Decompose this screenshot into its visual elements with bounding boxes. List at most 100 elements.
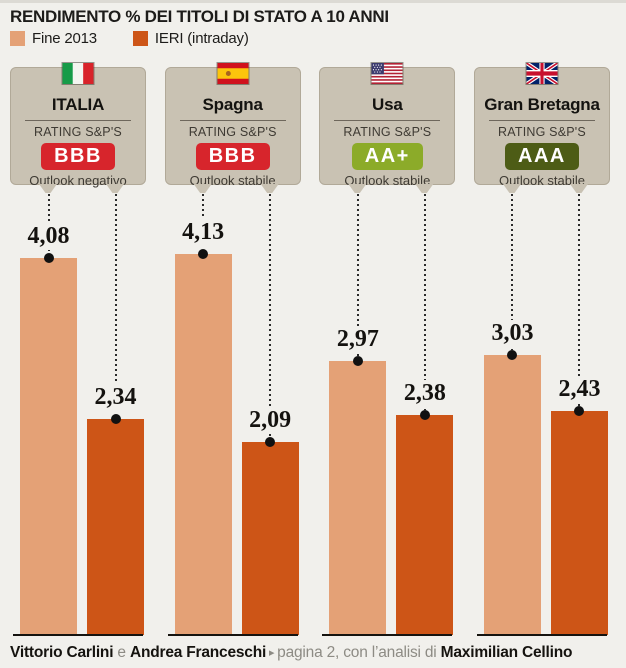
bar-group: 3,03 2,43 bbox=[474, 194, 610, 636]
country-card: Usa RATING S&P'S AA+ Outlook stabile bbox=[319, 62, 456, 188]
bar-slot: 3,03 bbox=[483, 194, 541, 635]
card-tail-icon bbox=[106, 184, 124, 193]
bar-top-dot-icon bbox=[198, 249, 209, 259]
country-column: ITALIA RATING S&P'S BBB Outlook negativo… bbox=[10, 62, 146, 636]
country-name: Usa bbox=[372, 95, 403, 114]
bar bbox=[396, 415, 454, 635]
legend-item: Fine 2013 bbox=[10, 30, 97, 47]
card-tail-icon bbox=[502, 184, 521, 193]
leader-dotted-line bbox=[269, 194, 272, 437]
leader-dotted-line bbox=[114, 194, 117, 414]
bar-slot: 2,97 bbox=[329, 194, 387, 635]
card-tails bbox=[319, 184, 455, 194]
bar bbox=[550, 411, 608, 635]
country-column: Usa RATING S&P'S AA+ Outlook stabile 2,9… bbox=[319, 62, 456, 636]
rating-agency-label: RATING S&P'S bbox=[343, 125, 432, 139]
card-tail-icon bbox=[348, 184, 367, 193]
footer-text: pagina 2, con l’analisi di bbox=[277, 644, 441, 661]
bar-top-dot-icon bbox=[110, 414, 121, 424]
bar-value-label: 2,34 bbox=[91, 384, 140, 411]
country-name: Gran Bretagna bbox=[484, 95, 600, 114]
bar-top-dot-icon bbox=[265, 437, 276, 447]
axis-baseline bbox=[167, 634, 298, 636]
country-column: Gran Bretagna RATING S&P'S AAA Outlook s… bbox=[473, 61, 610, 636]
bar-group: 4,13 2,09 bbox=[165, 194, 301, 636]
legend-label: IERI (intraday) bbox=[154, 30, 249, 47]
bar-value-label: 4,13 bbox=[179, 219, 228, 246]
card-tail-icon bbox=[569, 184, 588, 193]
bar-group: 2,97 2,38 bbox=[319, 194, 455, 636]
card-tails bbox=[165, 184, 301, 194]
rating-badge: AAA bbox=[505, 143, 579, 170]
bar-value-label: 2,43 bbox=[555, 376, 604, 403]
rating-badge: BBB bbox=[195, 143, 270, 170]
bar-slot: 2,34 bbox=[87, 194, 144, 635]
card-tail-icon bbox=[415, 184, 434, 193]
leader-dotted-line bbox=[356, 194, 359, 356]
footer-arrow-icon: ▸ bbox=[266, 647, 278, 659]
bar bbox=[174, 254, 232, 635]
card-divider bbox=[179, 120, 286, 121]
bar-top-dot-icon bbox=[43, 253, 54, 263]
rating-badge: AA+ bbox=[351, 143, 423, 170]
leader-dotted-line bbox=[423, 194, 426, 410]
bar-top-dot-icon bbox=[507, 350, 518, 360]
es-flag-icon bbox=[216, 62, 250, 85]
bar-value-label: 3,03 bbox=[488, 320, 537, 347]
card-divider bbox=[25, 120, 131, 121]
it-flag-icon bbox=[61, 62, 95, 85]
bar-top-dot-icon bbox=[574, 406, 585, 416]
top-edge-divider bbox=[0, 0, 626, 3]
footer-author: Vittorio Carlini bbox=[10, 644, 114, 661]
legend-swatch-icon bbox=[10, 31, 25, 46]
country-card: Spagna RATING S&P'S BBB Outlook stabile bbox=[164, 62, 301, 188]
bar bbox=[241, 442, 299, 635]
chart-title: RENDIMENTO % DEI TITOLI DI STATO A 10 AN… bbox=[10, 7, 389, 26]
card-divider bbox=[488, 120, 595, 121]
bar-top-dot-icon bbox=[419, 410, 430, 420]
bar-slot: 4,08 bbox=[20, 194, 77, 635]
rating-badge: BBB bbox=[41, 143, 115, 170]
country-card: Gran Bretagna RATING S&P'S AAA Outlook s… bbox=[473, 61, 610, 188]
bar-slot: 2,43 bbox=[550, 194, 608, 635]
columns: ITALIA RATING S&P'S BBB Outlook negativo… bbox=[10, 61, 610, 636]
bar bbox=[20, 258, 77, 635]
legend-item: IERI (intraday) bbox=[132, 30, 249, 47]
card-tail-icon bbox=[39, 184, 57, 193]
legend-swatch-icon bbox=[132, 31, 148, 46]
axis-baseline bbox=[476, 634, 607, 636]
us-flag-icon bbox=[370, 62, 404, 85]
bar-slot: 4,13 bbox=[174, 194, 232, 635]
card-divider bbox=[334, 120, 441, 121]
footer: Vittorio Carlini e Andrea Franceschi ▸ p… bbox=[10, 644, 572, 662]
axis-baseline bbox=[13, 634, 143, 636]
bar-value-label: 2,38 bbox=[400, 380, 449, 407]
card-tail-icon bbox=[260, 184, 279, 193]
card-tail-icon bbox=[193, 184, 212, 193]
country-column: Spagna RATING S&P'S BBB Outlook stabile … bbox=[164, 62, 301, 636]
country-card: ITALIA RATING S&P'S BBB Outlook negativo bbox=[10, 62, 146, 188]
footer-author: Andrea Franceschi bbox=[129, 644, 267, 661]
legend-label: Fine 2013 bbox=[32, 30, 97, 47]
axis-baseline bbox=[322, 634, 453, 636]
footer-text: e bbox=[113, 644, 130, 661]
bar-group: 4,08 2,34 bbox=[10, 194, 146, 636]
bar bbox=[483, 355, 541, 635]
rating-agency-label: RATING S&P'S bbox=[188, 125, 277, 139]
rating-agency-label: RATING S&P'S bbox=[34, 125, 122, 139]
card-tails bbox=[474, 184, 610, 194]
country-name: ITALIA bbox=[51, 95, 105, 114]
bar-value-label: 2,09 bbox=[246, 407, 295, 434]
bar-slot: 2,09 bbox=[241, 194, 299, 635]
legend: Fine 2013 IERI (intraday) bbox=[10, 30, 285, 47]
leader-dotted-line bbox=[511, 194, 514, 350]
bar bbox=[329, 361, 387, 635]
bar-slot: 2,38 bbox=[396, 194, 454, 635]
bar-value-label: 2,97 bbox=[333, 326, 382, 353]
leader-dotted-line bbox=[578, 194, 581, 406]
footer-author: Maximilian Cellino bbox=[440, 644, 573, 661]
bar-top-dot-icon bbox=[352, 356, 363, 366]
bar-value-label: 4,08 bbox=[24, 223, 73, 250]
country-name: Spagna bbox=[202, 95, 263, 114]
